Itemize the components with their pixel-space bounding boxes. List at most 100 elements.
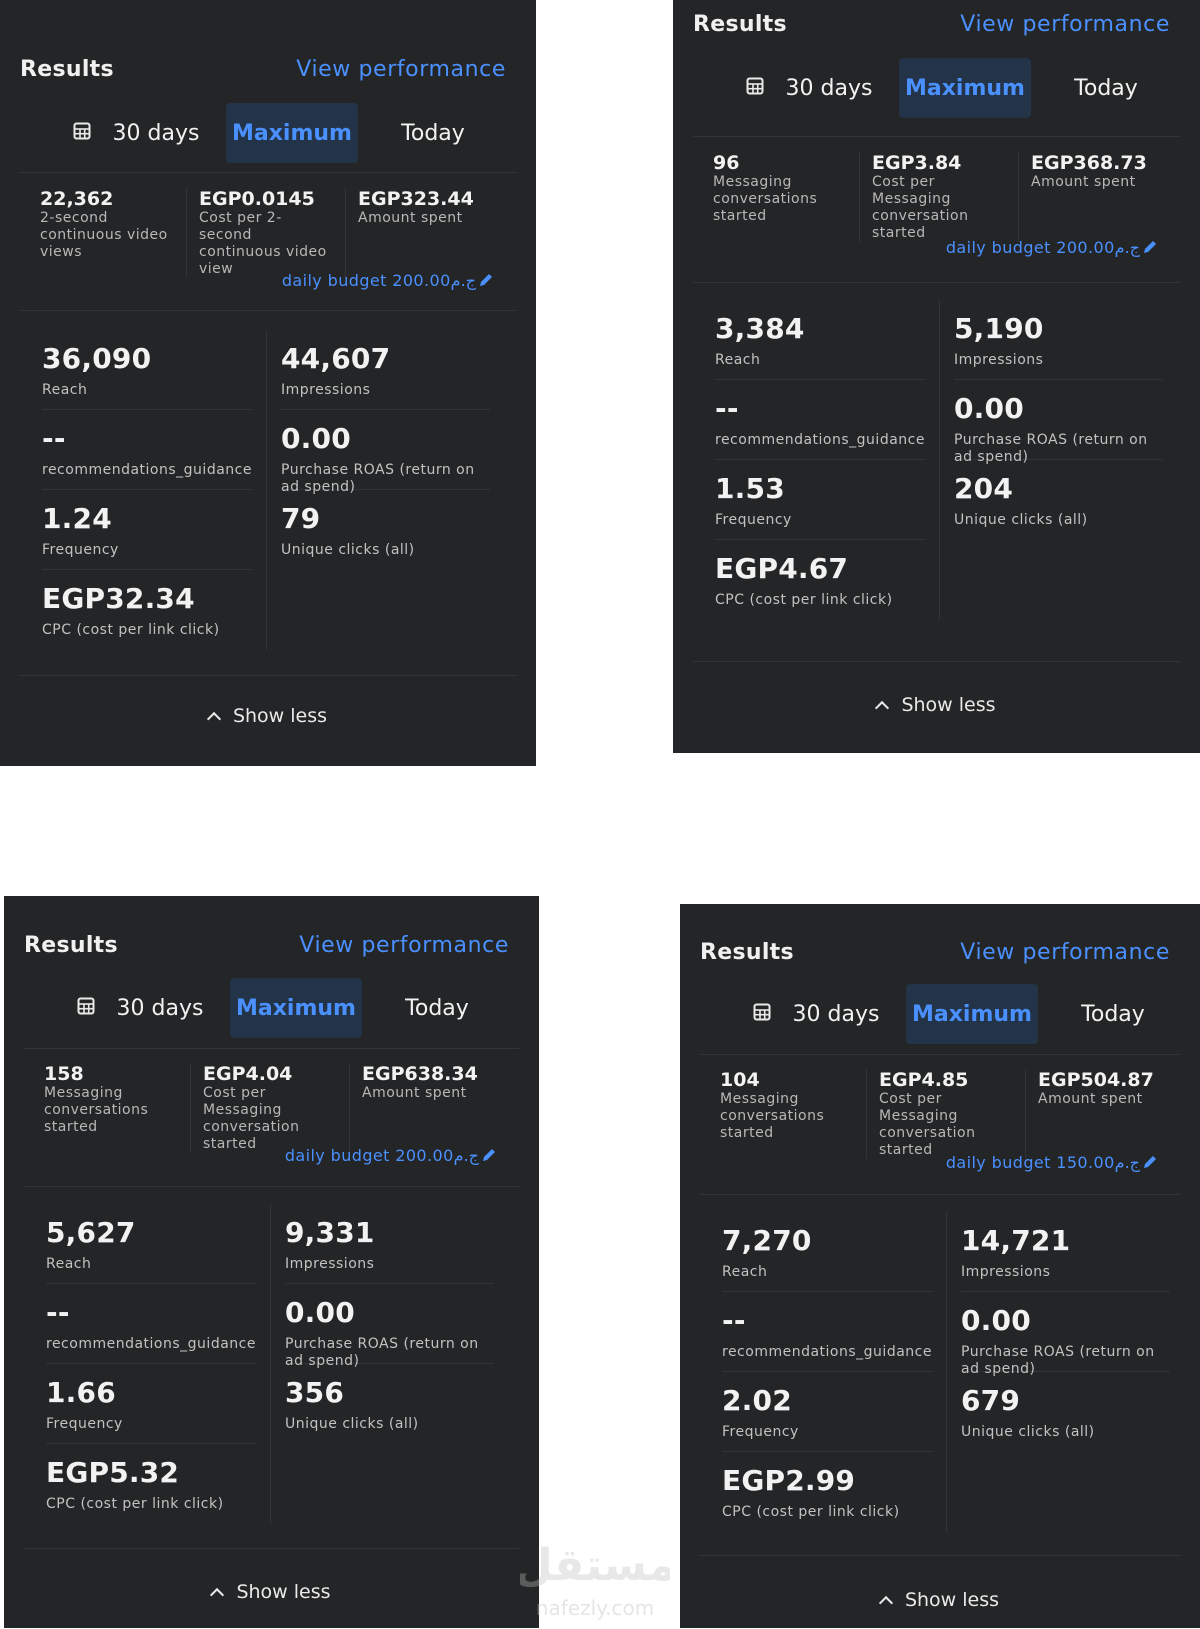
metric-label: Unique clicks (all)	[281, 542, 415, 558]
metric-label: recommendations_guidance	[715, 432, 925, 448]
metric-value: --	[715, 392, 739, 425]
summary-value: EGP323.44	[358, 188, 474, 210]
tab-maximum[interactable]: Maximum	[899, 58, 1031, 118]
metric-label: Frequency	[722, 1424, 799, 1440]
daily-budget-link[interactable]: daily budget 200.00ج.م	[285, 1146, 497, 1165]
daily-budget-link[interactable]: daily budget 200.00ج.م	[946, 238, 1158, 257]
view-performance-link[interactable]: View performance	[296, 57, 506, 82]
calendar-icon	[73, 121, 91, 146]
tab-maximum[interactable]: Maximum	[906, 984, 1038, 1044]
tab-today[interactable]: Today	[1074, 75, 1138, 101]
metrics-grid: 36,090 Reach -- recommendations_guidance 1.2…	[28, 330, 504, 650]
metric-value: 679	[961, 1384, 1021, 1417]
metric-label: Reach	[42, 382, 88, 398]
metric-cell: 0.00 Purchase ROAS (return on ad spend)	[961, 1292, 1170, 1377]
tab-label: 30 days	[792, 1001, 880, 1027]
daily-budget-text: daily budget 200.00ج.م	[284, 1146, 479, 1165]
summary-stat: EGP504.87 Amount spent	[1025, 1069, 1184, 1159]
metrics-grid: 7,270 Reach -- recommendations_guidance 2.02…	[708, 1212, 1184, 1532]
show-less-label: Show less	[236, 1581, 331, 1603]
daily-budget-link[interactable]: daily budget 200.00ج.م	[282, 271, 494, 290]
svg-text:nafezly.com: nafezly.com	[536, 1596, 654, 1620]
metric-value: --	[46, 1296, 70, 1329]
metric-value: 1.53	[715, 472, 785, 505]
divider	[24, 1186, 519, 1187]
tab-label: 30 days	[112, 120, 200, 146]
metric-cell: 1.53 Frequency	[715, 460, 925, 540]
summary-value: EGP3.84	[872, 152, 962, 174]
summary-label: Amount spent	[362, 1085, 467, 1101]
metric-value: 1.66	[46, 1376, 116, 1409]
view-performance-link[interactable]: View performance	[960, 12, 1170, 37]
results-header: Results View performance	[693, 12, 1170, 37]
metrics-column: 7,270 Reach -- recommendations_guidance 2.02…	[708, 1212, 946, 1532]
summary-value: 96	[713, 152, 740, 174]
tab-label: 30 days	[116, 995, 204, 1021]
summary-stat: 158 Messaging conversations started	[32, 1063, 190, 1153]
date-range-tabs: 30 days Maximum Today	[726, 984, 1188, 1044]
tab-30-days[interactable]: 30 days	[50, 978, 230, 1038]
date-range-tabs: 30 days Maximum Today	[719, 58, 1181, 118]
view-performance-link[interactable]: View performance	[299, 933, 509, 958]
show-less-button[interactable]: Show less	[680, 1589, 1200, 1611]
results-title: Results	[700, 940, 794, 965]
metric-label: Frequency	[46, 1416, 123, 1432]
metric-cell: -- recommendations_guidance	[715, 380, 925, 460]
metric-cell: 679 Unique clicks (all)	[961, 1372, 1170, 1452]
summary-stat: 22,362 2-second continuous video views	[28, 188, 186, 278]
edit-pencil-icon[interactable]	[1140, 238, 1158, 257]
metric-label: Unique clicks (all)	[954, 512, 1088, 528]
summary-stat: EGP638.34 Amount spent	[349, 1063, 508, 1153]
metric-label: Impressions	[285, 1256, 375, 1272]
daily-budget-link[interactable]: daily budget 150.00ج.م	[946, 1153, 1158, 1172]
tab-maximum[interactable]: Maximum	[226, 103, 358, 163]
divider	[700, 1194, 1180, 1195]
show-less-button[interactable]: Show less	[673, 694, 1200, 716]
metric-value: EGP5.32	[46, 1456, 180, 1489]
tab-today[interactable]: Today	[401, 120, 465, 146]
metric-value: 1.24	[42, 502, 112, 535]
tab-30-days[interactable]: 30 days	[719, 58, 899, 118]
metric-label: Reach	[722, 1264, 768, 1280]
metric-value: 9,331	[285, 1216, 375, 1249]
metric-value: 0.00	[285, 1296, 355, 1329]
tab-30-days[interactable]: 30 days	[726, 984, 906, 1044]
metric-label: Unique clicks (all)	[285, 1416, 419, 1432]
daily-budget-text: daily budget 200.00ج.م	[945, 238, 1140, 257]
daily-budget-text: daily budget 150.00ج.م	[945, 1153, 1140, 1172]
divider	[24, 1548, 519, 1549]
date-range-tabs: 30 days Maximum Today	[50, 978, 512, 1038]
metric-cell: 356 Unique clicks (all)	[285, 1364, 494, 1444]
metric-value: 0.00	[954, 392, 1024, 425]
metric-cell: 7,270 Reach	[722, 1212, 932, 1292]
edit-pencil-icon[interactable]	[476, 271, 494, 290]
metric-cell: 3,384 Reach	[715, 300, 925, 380]
results-title: Results	[693, 12, 787, 37]
metric-cell: 0.00 Purchase ROAS (return on ad spend)	[285, 1284, 494, 1369]
metric-cell: 44,607 Impressions	[281, 330, 490, 410]
summary-label: Amount spent	[358, 210, 463, 226]
tab-today[interactable]: Today	[1081, 1001, 1145, 1027]
tab-maximum[interactable]: Maximum	[230, 978, 362, 1038]
metric-cell: 0.00 Purchase ROAS (return on ad spend)	[281, 410, 490, 495]
metric-value: EGP4.67	[715, 552, 849, 585]
tab-30-days[interactable]: 30 days	[46, 103, 226, 163]
tab-today[interactable]: Today	[405, 995, 469, 1021]
show-less-button[interactable]: Show less	[0, 705, 536, 727]
summary-label: Cost per 2-second continuous video view	[199, 210, 327, 277]
metric-cell: 79 Unique clicks (all)	[281, 490, 490, 570]
show-less-button[interactable]: Show less	[4, 1581, 539, 1603]
results-summary: 104 Messaging conversations started EGP4.8…	[708, 1069, 1184, 1159]
summary-stat: EGP4.85 Cost per Messaging conversation s…	[866, 1069, 1025, 1159]
watermark-logo: مستقل nafezly.com	[515, 1525, 676, 1625]
metric-label: Impressions	[281, 382, 371, 398]
edit-pencil-icon[interactable]	[479, 1146, 497, 1165]
metric-cell: 204 Unique clicks (all)	[954, 460, 1163, 540]
metrics-column: 44,607 Impressions 0.00 Purchase ROAS (retu…	[266, 330, 504, 650]
metric-cell: 0.00 Purchase ROAS (return on ad spend)	[954, 380, 1163, 465]
metric-value: --	[722, 1304, 746, 1337]
results-panel: Results View performance 30 days Maximum Tod…	[4, 896, 539, 1628]
view-performance-link[interactable]: View performance	[960, 940, 1170, 965]
edit-pencil-icon[interactable]	[1140, 1153, 1158, 1172]
metrics-column: 9,331 Impressions 0.00 Purchase ROAS (retur…	[270, 1204, 508, 1524]
